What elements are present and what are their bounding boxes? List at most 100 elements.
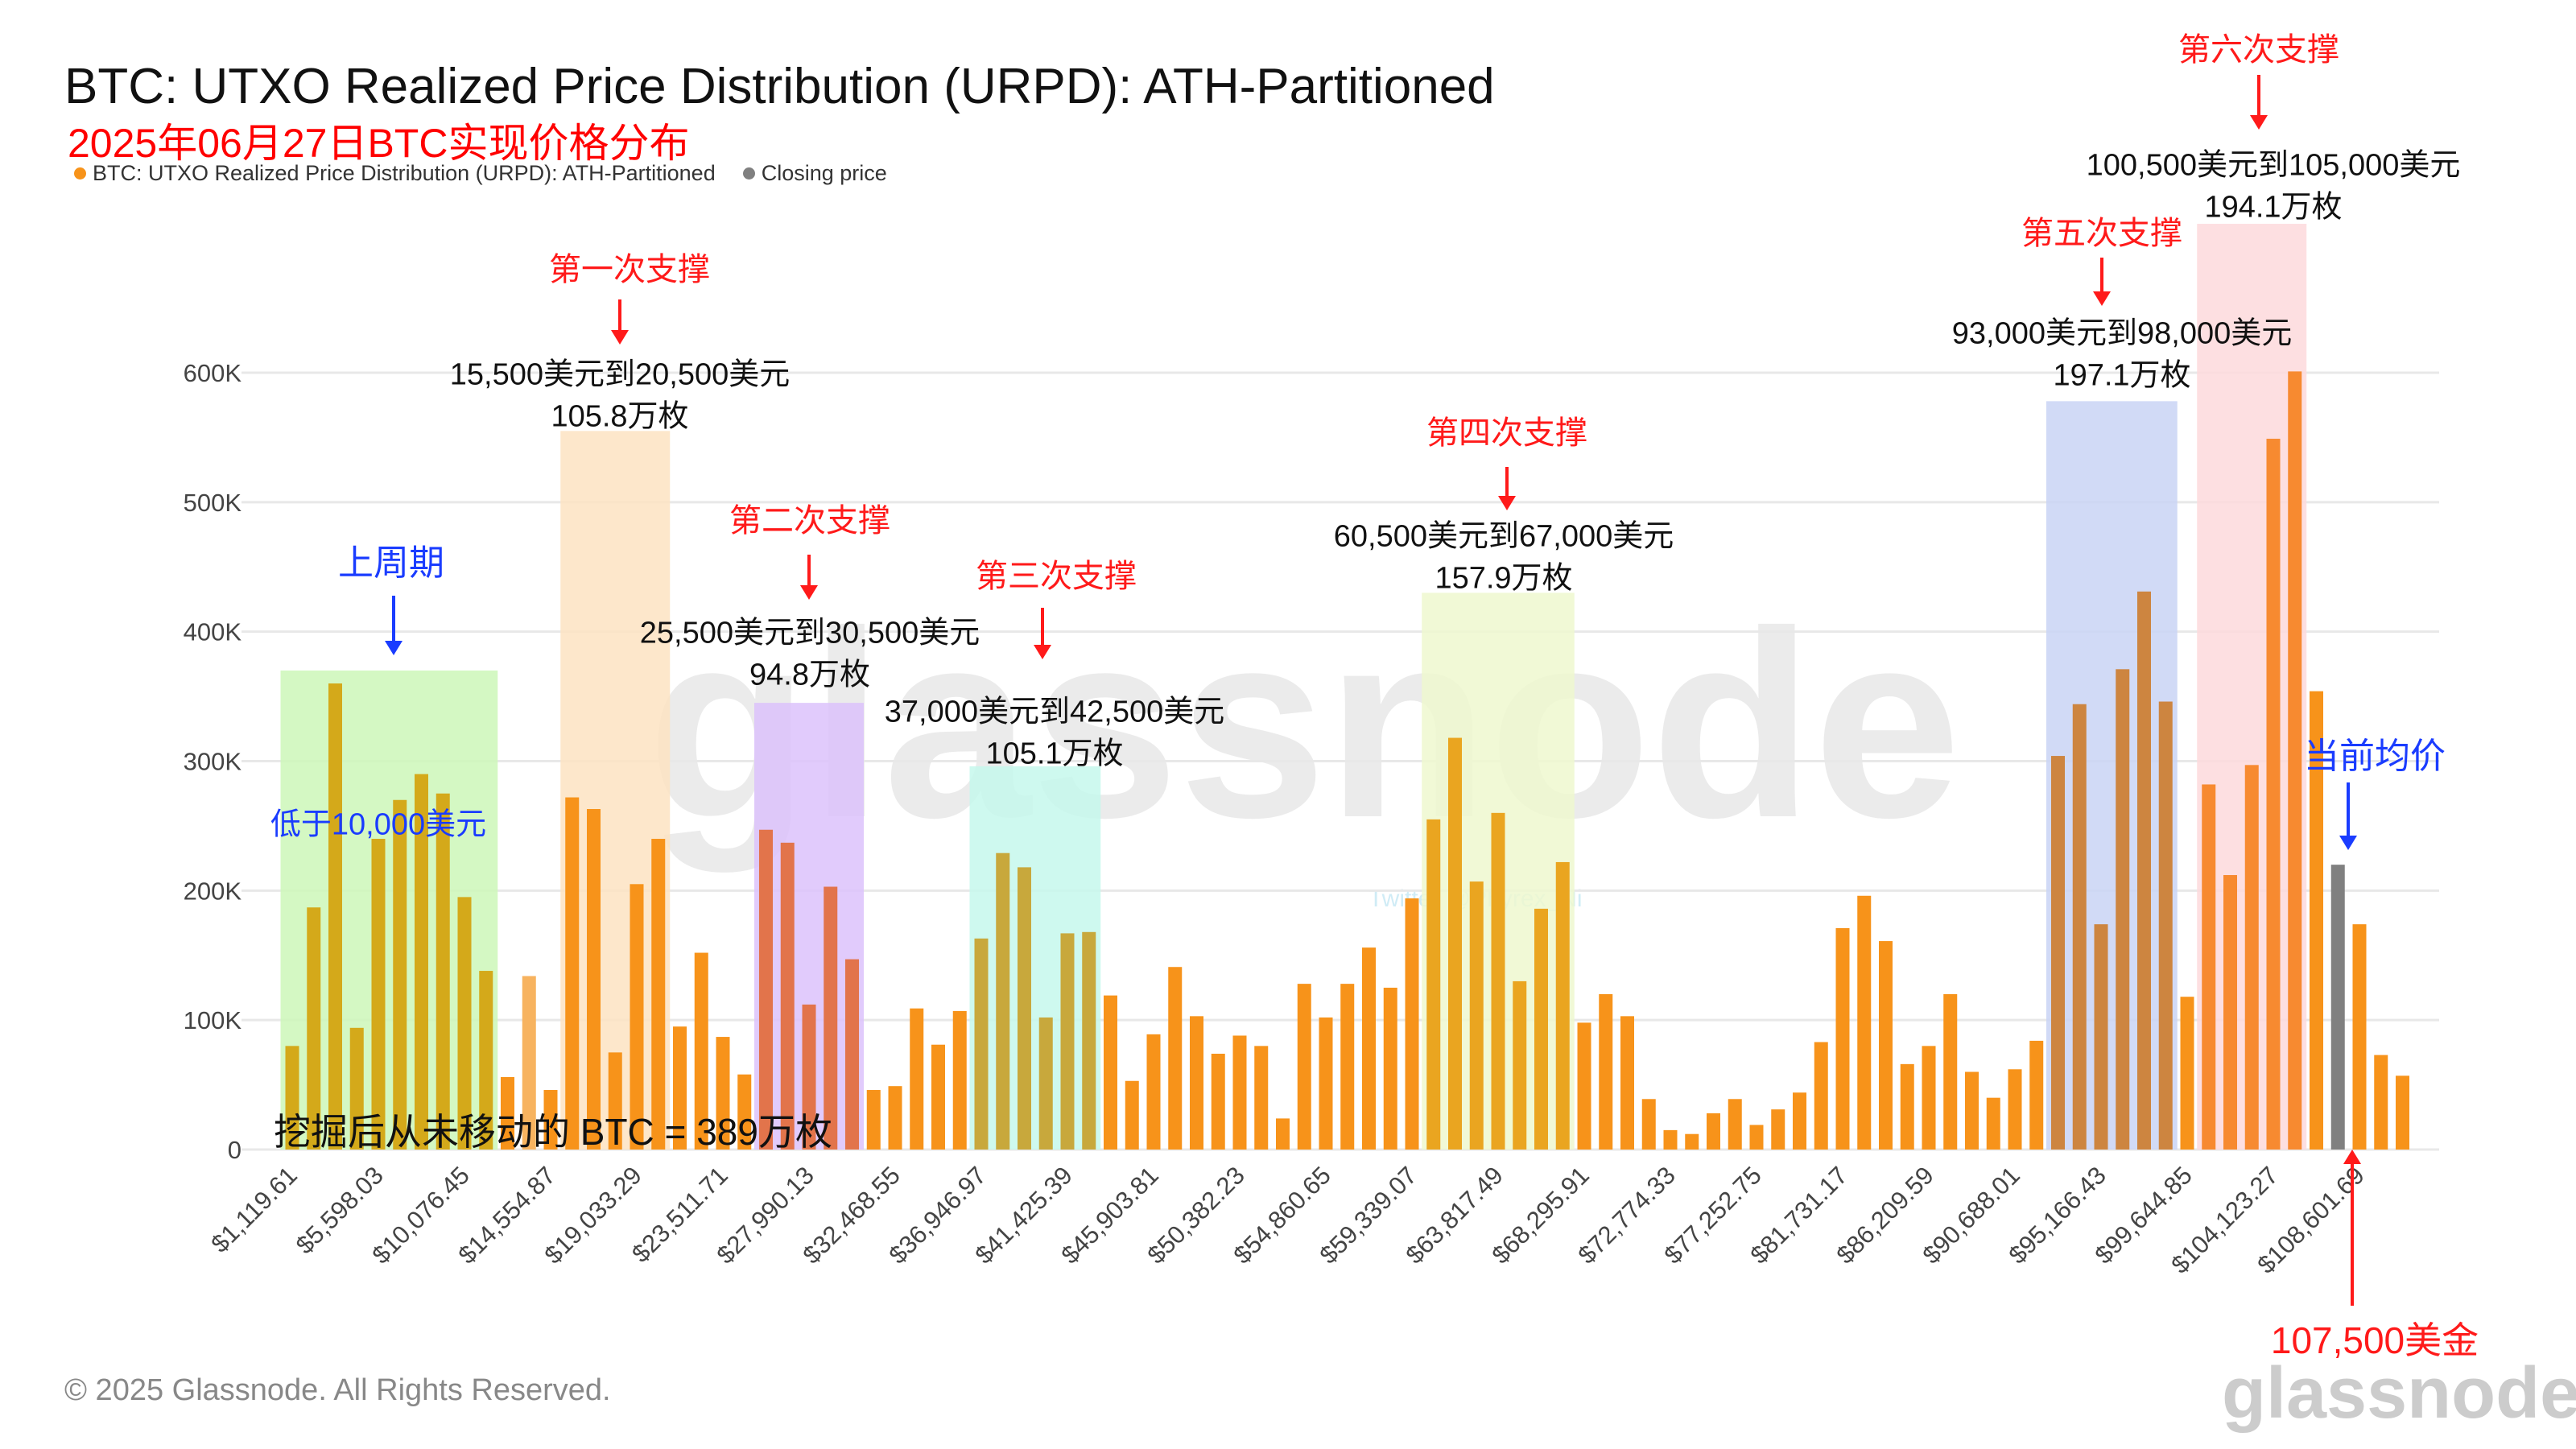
bar: [1663, 1129, 1678, 1150]
legend-label: BTC: UTXO Realized Price Distribution (U…: [93, 161, 716, 185]
bar: [2116, 669, 2130, 1150]
y-tick-label: 200K: [184, 877, 242, 905]
bar: [2352, 924, 2367, 1150]
bar: [2202, 784, 2216, 1150]
support2-amount: 94.8万枚: [749, 658, 870, 692]
never-moved-btc-label: 挖掘后从未移动的 BTC = 389万枚: [274, 1111, 832, 1153]
closing-price-bar: [2330, 865, 2345, 1150]
bar: [1922, 1046, 1936, 1150]
bar: [2374, 1055, 2388, 1150]
bar: [1104, 995, 1117, 1150]
bar: [1943, 994, 1958, 1150]
support5-amount: 197.1万枚: [2053, 358, 2191, 393]
x-tick-label: $1,119.61: [205, 1161, 303, 1258]
bar: [716, 1037, 730, 1150]
chart-title: BTC: UTXO Realized Price Distribution (U…: [64, 59, 1495, 114]
bar: [2223, 875, 2237, 1150]
arrow-down-icon: [385, 596, 402, 655]
bar: [543, 1090, 558, 1150]
legend-label: Closing price: [761, 161, 887, 185]
support6-amount: 194.1万枚: [2204, 190, 2343, 225]
bar: [759, 829, 773, 1150]
bar: [1297, 984, 1311, 1150]
bar: [1577, 1022, 1591, 1150]
bar: [1599, 994, 1613, 1150]
bar: [802, 1004, 816, 1150]
chart-subtitle: 2025年06月27日BTC实现价格分布: [68, 121, 690, 166]
gray-dot-icon: [742, 167, 755, 180]
support1-range: 15,500美元到20,500美元: [449, 357, 791, 392]
bar: [737, 1074, 752, 1150]
arrow-down-icon: [800, 555, 818, 600]
arrow-down-icon: [2339, 782, 2357, 850]
below-10k-label: 低于10,000美元: [270, 807, 487, 842]
legend-item-urpd[interactable]: BTC: UTXO Realized Price Distribution (U…: [74, 161, 716, 186]
support2-label: 第二次支撑: [729, 503, 890, 539]
highlight-region: [969, 766, 1101, 1150]
bar: [1749, 1125, 1764, 1150]
bar: [2180, 997, 2194, 1150]
bar: [1082, 931, 1096, 1150]
y-tick-label: 0: [228, 1136, 242, 1164]
bar: [1038, 1017, 1053, 1150]
bar: [1900, 1063, 1914, 1150]
bar: [1814, 1042, 1828, 1150]
bar: [1986, 1097, 2000, 1150]
legend-item-closing-price[interactable]: Closing price: [742, 161, 887, 186]
bar: [501, 1076, 514, 1150]
support4-range: 60,500美元到67,000美元: [1333, 519, 1674, 554]
bar: [1125, 1080, 1139, 1150]
bar: [1965, 1071, 1979, 1150]
bar: [1405, 898, 1419, 1150]
support1-amount: 105.8万枚: [551, 399, 689, 434]
bar: [328, 683, 342, 1150]
bar: [974, 938, 989, 1150]
arrow-down-icon: [611, 299, 629, 345]
bar: [2029, 1040, 2044, 1150]
bar: [1276, 1118, 1290, 1150]
bar: [436, 793, 450, 1150]
highlight-region: [2046, 401, 2178, 1150]
bar: [1513, 980, 1527, 1150]
bar: [1620, 1016, 1634, 1150]
bar: [2158, 701, 2173, 1150]
bar: [2396, 1075, 2409, 1150]
bar: [1879, 941, 1893, 1150]
last-cycle-label: 上周期: [338, 543, 444, 583]
bar: [1555, 861, 1570, 1150]
bar: [2288, 371, 2302, 1150]
bar: [307, 907, 321, 1150]
bar: [2072, 704, 2087, 1150]
support5-label: 第五次支撑: [2021, 216, 2182, 251]
bar: [1060, 933, 1075, 1150]
support2-range: 25,500美元到30,500美元: [639, 616, 980, 650]
bar: [2310, 691, 2323, 1150]
support3-amount: 105.1万枚: [985, 737, 1124, 771]
bar: [910, 1008, 924, 1150]
bar: [479, 971, 493, 1150]
bar: [651, 839, 666, 1150]
bar: [1685, 1133, 1699, 1150]
bar: [673, 1026, 687, 1150]
bar: [1641, 1099, 1656, 1150]
bar: [1211, 1053, 1225, 1150]
bar: [1018, 867, 1031, 1150]
bar: [1319, 1017, 1333, 1150]
bar: [522, 976, 536, 1150]
bar: [1168, 967, 1183, 1150]
support5-range: 93,000美元到98,000美元: [1951, 316, 2293, 351]
y-tick-label: 400K: [184, 618, 242, 646]
bar: [1707, 1113, 1720, 1150]
bar: [1771, 1109, 1785, 1150]
support1-label: 第一次支撑: [549, 252, 710, 287]
copyright: © 2025 Glassnode. All Rights Reserved.: [64, 1373, 611, 1407]
bar: [565, 797, 580, 1150]
bar: [2244, 765, 2259, 1150]
support3-range: 37,000美元到42,500美元: [884, 695, 1225, 729]
y-tick-label: 100K: [184, 1006, 242, 1034]
bar: [2008, 1069, 2022, 1150]
bar: [1190, 1016, 1203, 1150]
bar: [630, 884, 644, 1150]
support4-label: 第四次支撑: [1426, 415, 1587, 451]
bar: [393, 799, 407, 1150]
